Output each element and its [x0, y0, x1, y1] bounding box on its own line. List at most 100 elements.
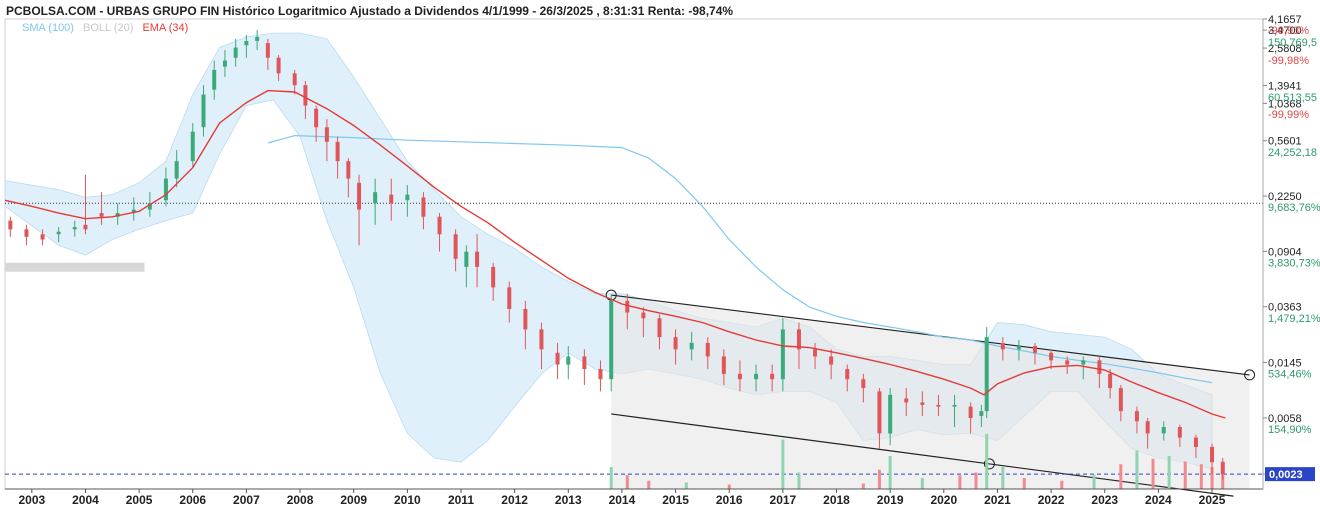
- volume-bar: [974, 472, 978, 489]
- candle-body: [598, 369, 603, 380]
- candle-body: [265, 43, 270, 58]
- legend-boll: BOLL (20): [83, 22, 134, 34]
- candle-body: [673, 337, 678, 350]
- y-tick-label: 0,5601: [1268, 136, 1302, 148]
- x-tick-label: 2006: [179, 493, 206, 507]
- candle-body: [222, 60, 227, 67]
- candle-body: [1118, 388, 1123, 412]
- candle-body: [1108, 373, 1113, 389]
- candle-body: [829, 356, 834, 365]
- candle-body: [523, 308, 528, 330]
- candle-body: [1033, 346, 1038, 353]
- candle-body: [1016, 346, 1021, 350]
- candle-body: [1145, 421, 1150, 434]
- x-tick-label: 2024: [1145, 493, 1172, 507]
- candle-body: [201, 94, 206, 128]
- candle-body: [582, 356, 587, 370]
- x-tick-label: 2003: [18, 493, 45, 507]
- y-tick-label: 0,2250: [1268, 191, 1302, 203]
- x-tick-label: 2012: [501, 493, 528, 507]
- candle-body: [796, 329, 801, 350]
- candle-body: [1000, 342, 1005, 350]
- candle-body: [276, 57, 281, 74]
- candle-body: [1161, 427, 1166, 434]
- volume-bar: [888, 456, 892, 489]
- candle-body: [737, 373, 742, 380]
- candle-body: [131, 209, 136, 214]
- left-marker: [5, 262, 145, 272]
- candle-body: [373, 192, 378, 204]
- volume-bar: [958, 475, 962, 489]
- volume-bar: [1022, 478, 1026, 489]
- volume-bar: [781, 439, 785, 489]
- percent-label: -99,98%: [1268, 55, 1309, 67]
- candle-body: [1097, 360, 1102, 374]
- last-price-badge: [1265, 467, 1315, 482]
- volume-bar: [920, 478, 924, 489]
- candle-body: [147, 203, 152, 210]
- percent-label: -99,99%: [1268, 109, 1309, 121]
- candle-body: [507, 287, 512, 309]
- x-tick-label: 2025: [1199, 493, 1226, 507]
- volume-bar: [1183, 461, 1187, 489]
- x-tick-label: 2009: [340, 493, 367, 507]
- candle-body: [453, 234, 458, 259]
- ema-line: [4, 89, 1226, 419]
- candle-body: [56, 231, 61, 235]
- candle-body: [625, 300, 630, 313]
- channel-lower-line: [611, 413, 1234, 497]
- x-tick-label: 2010: [394, 493, 421, 507]
- legend: SMA (100) BOLL (20) EMA (34): [22, 22, 194, 34]
- x-tick-label: 2013: [555, 493, 582, 507]
- x-tick-label: 2004: [72, 493, 99, 507]
- candle-body: [491, 266, 496, 288]
- percent-label: 3,830,73%: [1268, 258, 1320, 270]
- candle-body: [72, 227, 77, 230]
- x-tick-label: 2007: [233, 493, 260, 507]
- candle-body: [780, 329, 785, 380]
- candle-body: [303, 85, 308, 106]
- candle-body: [8, 220, 13, 230]
- x-tick-label: 2017: [770, 493, 797, 507]
- candle-body: [721, 356, 726, 374]
- candle-body: [292, 73, 297, 86]
- candle-body: [190, 131, 195, 162]
- candle-body: [984, 337, 989, 412]
- candle-body: [324, 127, 329, 142]
- percent-label: 150,769,5: [1268, 37, 1317, 49]
- candle-body: [689, 342, 694, 350]
- x-tick-label: 2005: [126, 493, 153, 507]
- volume-bar: [1135, 450, 1139, 489]
- candle-body: [641, 312, 646, 319]
- candle-body: [357, 182, 362, 210]
- x-tick-label: 2018: [823, 493, 850, 507]
- x-tick-label: 2016: [716, 493, 743, 507]
- x-tick-label: 2011: [448, 493, 474, 507]
- y-tick-label: 2,5808: [1268, 43, 1302, 55]
- candle-body: [1065, 360, 1070, 365]
- candle-body: [1210, 446, 1215, 463]
- candle-body: [1177, 427, 1182, 438]
- y-tick-label: 1,0368: [1268, 98, 1302, 110]
- candle-body: [99, 213, 104, 217]
- volume-bar: [625, 475, 629, 489]
- y-tick-label: 1,3941: [1268, 80, 1302, 92]
- candle-body: [405, 194, 410, 201]
- candle-body: [888, 394, 893, 434]
- volume-bar: [797, 472, 801, 489]
- candle-body: [83, 224, 88, 230]
- volume-bar: [609, 467, 613, 489]
- channel-handle-end: [1244, 369, 1256, 381]
- candle-body: [705, 342, 710, 357]
- percent-label: -99,93%: [1268, 25, 1309, 37]
- volume-bar: [1167, 456, 1171, 489]
- x-tick-label: 2023: [1091, 493, 1118, 507]
- x-tick-label: 2015: [662, 493, 689, 507]
- chart-title: PCBOLSA.COM - URBAS GRUPO FIN Histórico …: [6, 4, 734, 18]
- candle-body: [389, 194, 394, 204]
- candle-body: [845, 369, 850, 380]
- percent-label: 154,90%: [1268, 424, 1312, 436]
- volume-bar: [861, 483, 865, 489]
- last-price-label: 0,0023: [1269, 469, 1303, 481]
